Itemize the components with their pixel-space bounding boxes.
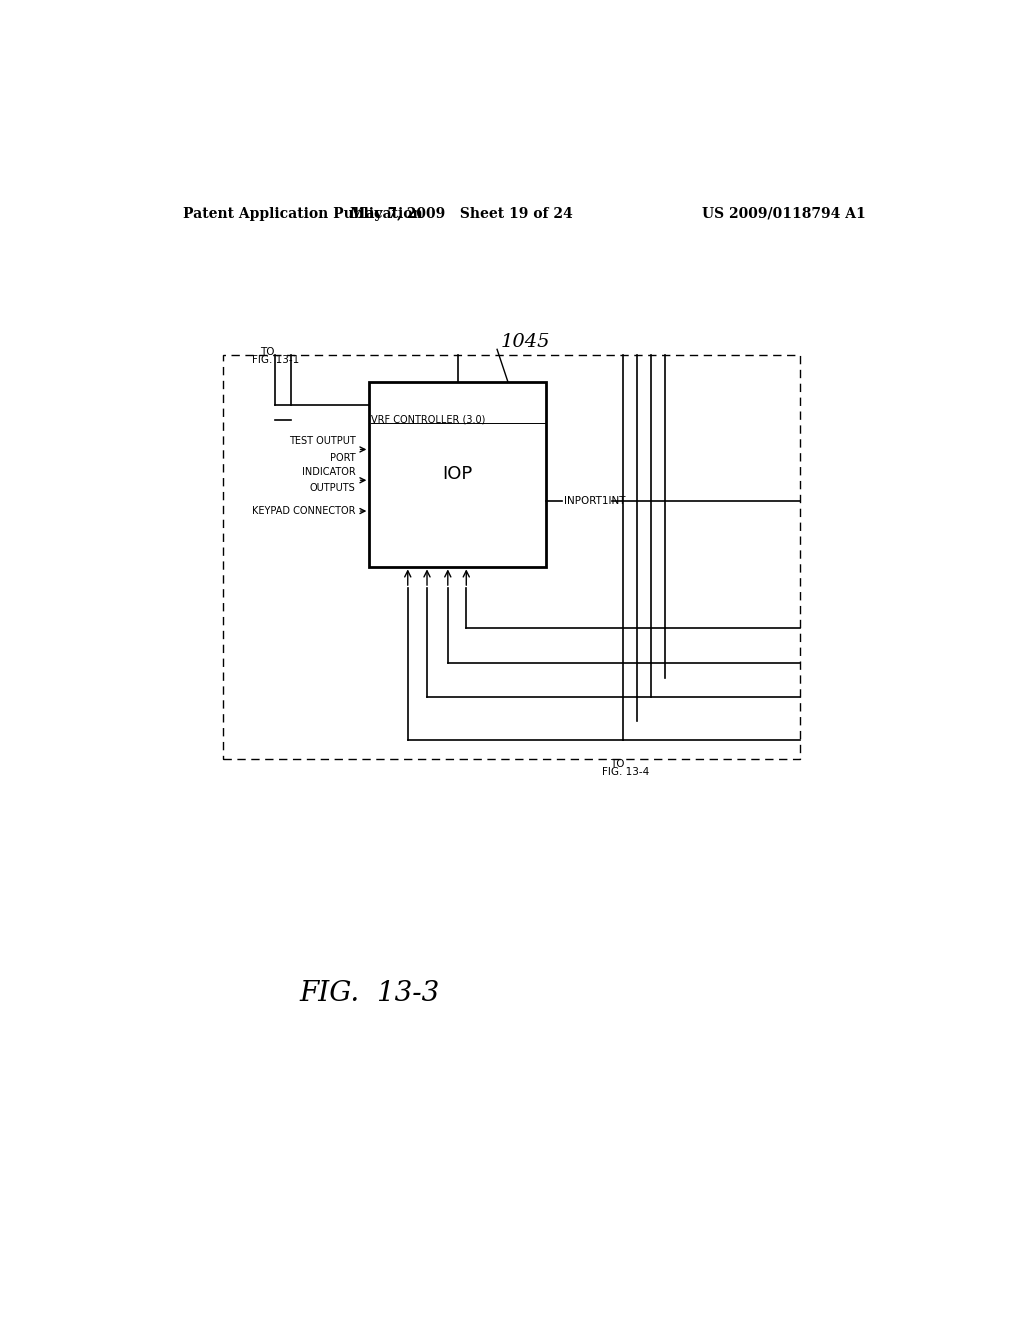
Text: FIG. 13-4: FIG. 13-4 bbox=[602, 767, 649, 777]
Text: TO: TO bbox=[610, 759, 625, 770]
Bar bbox=[370, 381, 547, 566]
Text: Patent Application Publication: Patent Application Publication bbox=[183, 207, 423, 220]
Text: May 7, 2009   Sheet 19 of 24: May 7, 2009 Sheet 19 of 24 bbox=[350, 207, 573, 220]
Text: INPORT1INT: INPORT1INT bbox=[564, 496, 626, 506]
Text: TEST OUTPUT: TEST OUTPUT bbox=[289, 437, 355, 446]
Text: TO: TO bbox=[260, 347, 274, 358]
Text: KEYPAD CONNECTOR: KEYPAD CONNECTOR bbox=[252, 506, 355, 516]
Text: OUTPUTS: OUTPUTS bbox=[309, 483, 355, 494]
Text: INDICATOR: INDICATOR bbox=[302, 467, 355, 478]
Text: 1045: 1045 bbox=[500, 333, 550, 351]
Text: PORT: PORT bbox=[330, 453, 355, 462]
Text: VRF CONTROLLER (3.0): VRF CONTROLLER (3.0) bbox=[371, 414, 485, 425]
Text: FIG.  13-3: FIG. 13-3 bbox=[299, 981, 439, 1007]
Text: IOP: IOP bbox=[442, 465, 473, 483]
Bar bbox=[223, 355, 801, 759]
Text: FIG. 13-1: FIG. 13-1 bbox=[252, 355, 299, 364]
Text: US 2009/0118794 A1: US 2009/0118794 A1 bbox=[702, 207, 866, 220]
